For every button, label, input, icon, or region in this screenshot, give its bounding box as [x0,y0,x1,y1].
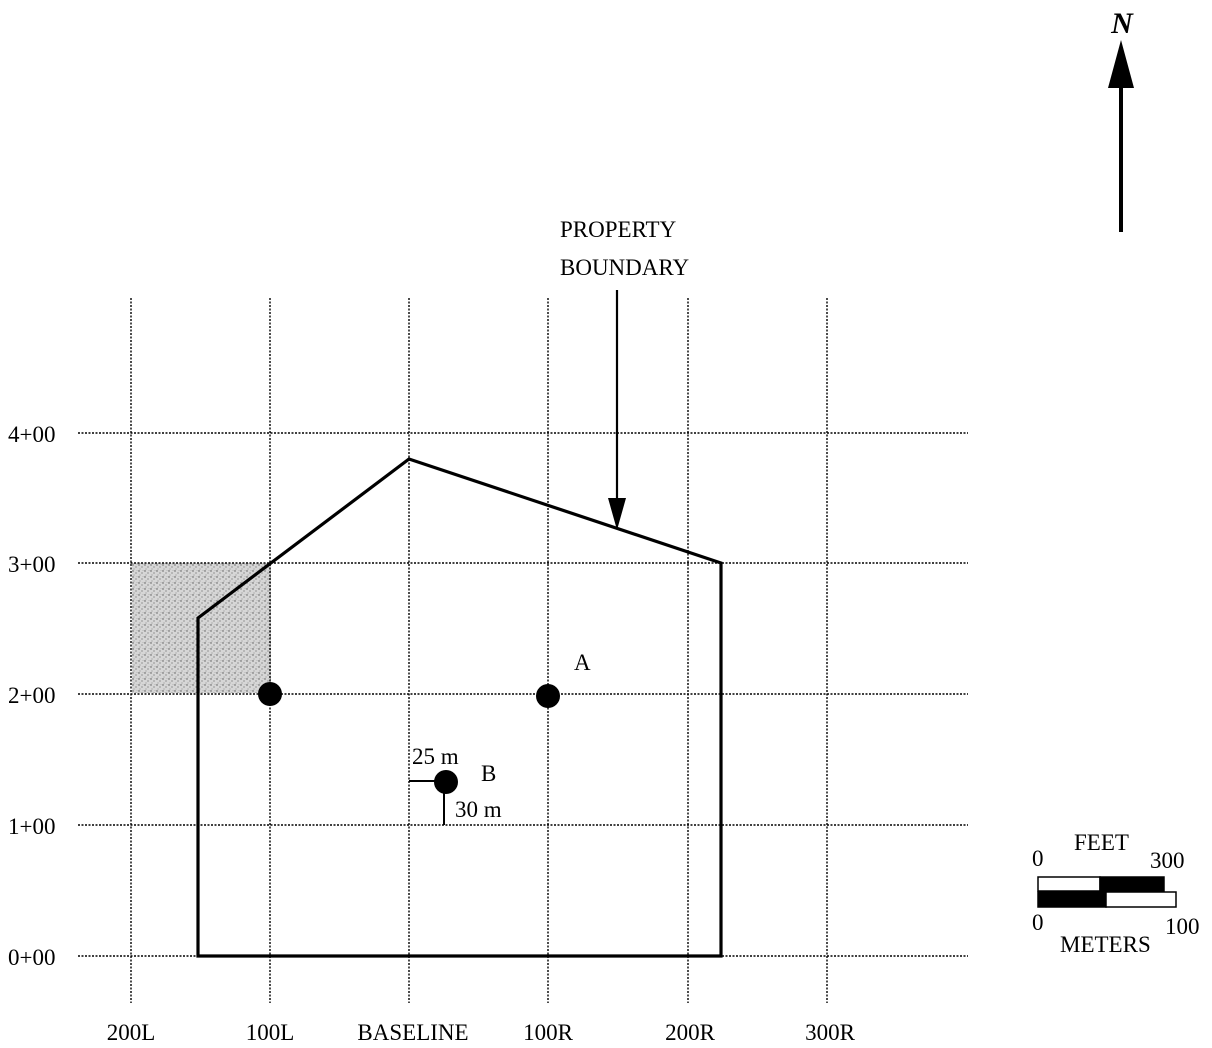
callout-arrow-head-icon [608,498,626,530]
north-label: N [1110,7,1134,40]
meters-segment-1 [1037,891,1107,908]
point-b [434,770,458,794]
y-label-4-00: 4+00 [8,422,55,447]
stippled-area [132,563,271,693]
scale-meters-min: 0 [1032,910,1044,935]
feet-segment-1 [1037,876,1101,892]
y-label-1-00: 1+00 [8,814,55,839]
point-a-label: A [574,650,591,675]
y-label-0-00: 0+00 [8,945,55,970]
north-arrow-head-icon [1108,40,1134,88]
point-a [536,684,560,708]
x-label-100r: 100R [523,1020,574,1045]
survey-grid [78,298,968,1003]
point-b-group: B 25 m 30 m [409,744,502,825]
feet-segment-2 [1099,876,1165,892]
y-axis-labels: 4+00 3+00 2+00 1+00 0+00 [8,422,55,970]
x-label-300r: 300R [805,1020,856,1045]
x-axis-labels: 200L 100L BASELINE 100R 200R 300R [107,1020,856,1045]
offset-south-label: 30 m [455,797,502,822]
point-100l-2-00 [258,682,282,706]
scale-meters-max: 100 [1165,914,1200,939]
scale-bar: FEET 0 300 0 100 METERS [1032,830,1200,957]
point-b-label: B [481,761,496,786]
scale-feet-min: 0 [1032,846,1044,871]
x-label-200r: 200R [665,1020,716,1045]
property-boundary-callout: PROPERTY BOUNDARY [560,217,689,530]
x-label-baseline: BASELINE [357,1020,468,1045]
property-boundary [196,457,723,958]
x-label-200l: 200L [107,1020,156,1045]
scale-meters-label: METERS [1060,932,1151,957]
callout-line-2: BOUNDARY [560,255,689,280]
x-label-100l: 100L [246,1020,295,1045]
north-arrow: N [1108,7,1134,232]
callout-line-1: PROPERTY [560,217,677,242]
y-label-2-00: 2+00 [8,683,55,708]
y-label-3-00: 3+00 [8,552,55,577]
scale-feet-label: FEET [1074,830,1129,855]
meters-segment-2 [1105,891,1177,908]
scale-feet-max: 300 [1150,848,1185,873]
offset-west-label: 25 m [412,744,459,769]
